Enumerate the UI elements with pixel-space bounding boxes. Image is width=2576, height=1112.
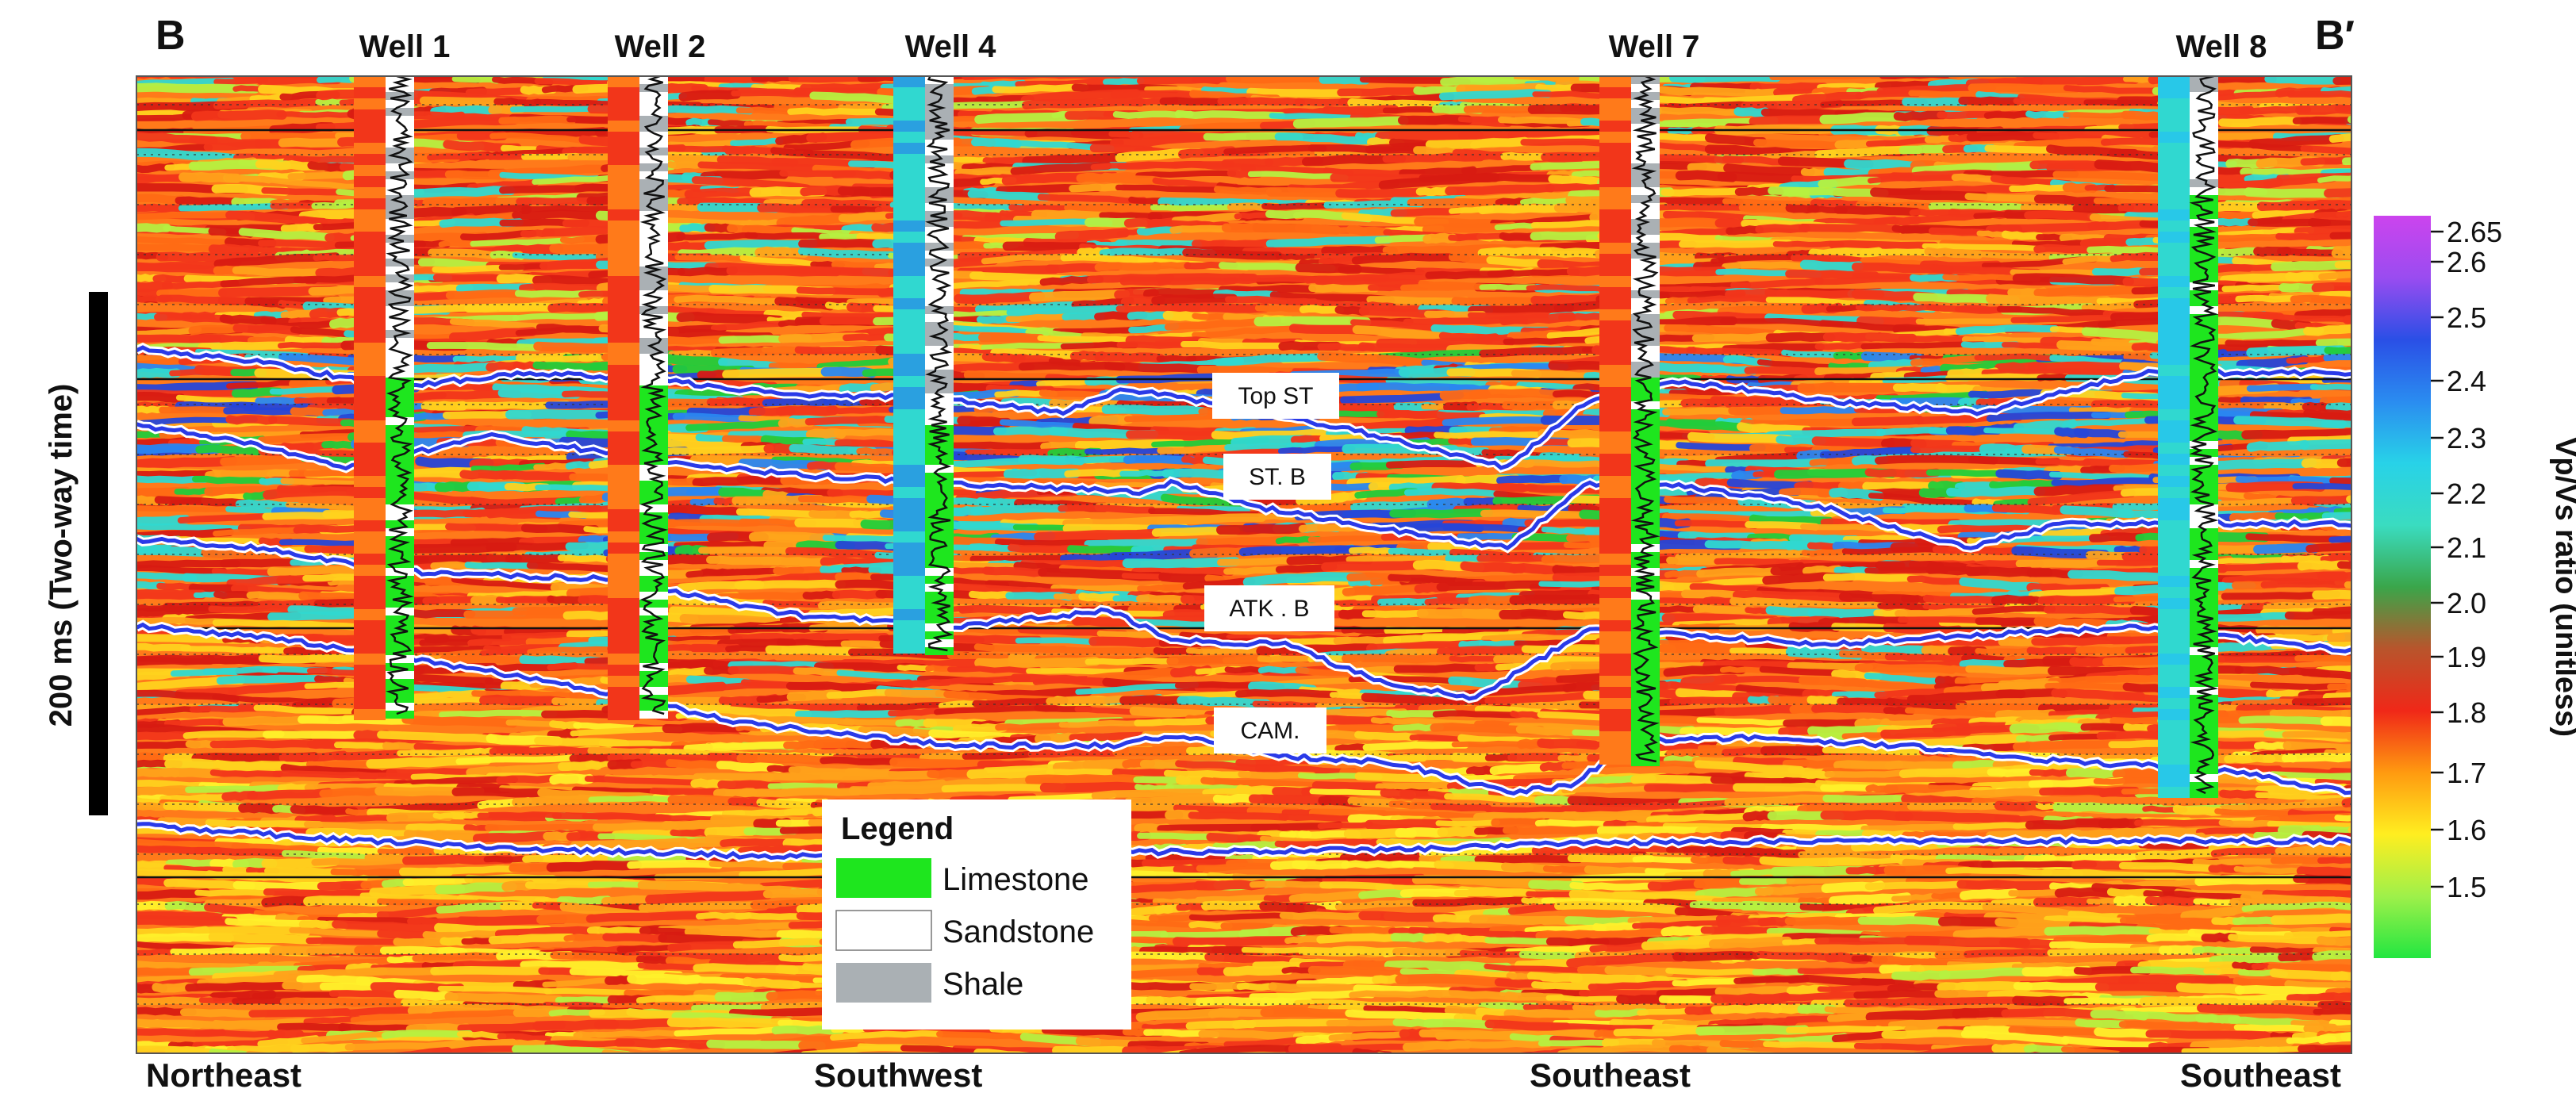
horizon-label-atk-b: ATK . B (1204, 585, 1334, 631)
direction-label-3: Southeast (1530, 1056, 1691, 1094)
time-scale-label: 200 ms (Two-way time) (44, 384, 79, 727)
colorbar-tick-label-4: 2.3 (2447, 422, 2486, 454)
legend-label-limestone: Limestone (942, 862, 1089, 897)
horizon-label-cam: CAM. (1214, 707, 1326, 753)
colorbar-tick-label-5: 2.2 (2447, 477, 2486, 510)
colorbar-tick-label-1: 2.6 (2447, 246, 2486, 278)
legend-label-shale: Shale (942, 967, 1023, 1002)
well-label-2: Well 2 (615, 29, 706, 64)
vpvs-colorbar: 2.652.6 2.5 2.4 2.3 2.2 2.1 2.0 1.9 1.8 1.7 1.6 1.5… (2374, 216, 2576, 958)
seismic-panel (136, 76, 2351, 1053)
colorbar-tick-label-8: 1.9 (2447, 641, 2486, 673)
section-start-label: B (155, 13, 186, 59)
colorbar-title: Vp/Vs ratio (unitless) (2549, 437, 2576, 737)
svg-text:ATK . B: ATK . B (1229, 596, 1309, 622)
section-end-label: B′ (2315, 13, 2355, 59)
well-label-4: Well 4 (905, 29, 997, 64)
horizon-line-1 (136, 422, 2351, 551)
colorbar-tick-label-7: 2.0 (2447, 587, 2486, 619)
well-log-3 (893, 76, 954, 655)
well-label-1: Well 1 (359, 29, 451, 64)
colorbar-tick-label-9: 1.8 (2447, 696, 2486, 729)
well-log-4 (1599, 76, 1660, 766)
colorbar-strip (2374, 216, 2431, 958)
legend-label-sandstone: Sandstone (942, 915, 1094, 949)
colorbar-tick-label-12: 1.5 (2447, 871, 2486, 903)
colorbar-ticks: 2.652.6 2.5 2.4 2.3 2.2 2.1 2.0 1.9 1.8 1.7 1.6 1.5 (2431, 216, 2502, 903)
horizon-line-4 (136, 822, 2351, 861)
panel-border (136, 75, 2352, 1054)
well-log-2 (608, 76, 669, 720)
well-label-7: Well 7 (1609, 29, 1700, 64)
horizon-label-top-st: Top ST (1212, 373, 1339, 419)
well-log-1 (354, 76, 414, 720)
colorbar-tick-label-3: 2.4 (2447, 365, 2486, 397)
legend-swatch-sandstone (835, 910, 932, 951)
colorbar-tick-label-11: 1.6 (2447, 814, 2486, 846)
well-label-8: Well 8 (2176, 29, 2267, 64)
legend-swatch-shale (836, 963, 931, 1003)
svg-text:Top ST: Top ST (1238, 383, 1313, 409)
legend-title: Legend (841, 811, 954, 846)
direction-label-4: Southeast (2180, 1056, 2341, 1094)
horizon-line-2 (136, 536, 2351, 701)
colorbar-tick-label-0: 2.65 (2447, 216, 2502, 248)
direction-label-2: Southwest (814, 1056, 982, 1094)
colorbar-tick-label-10: 1.7 (2447, 757, 2486, 789)
colorbar-tick-label-6: 2.1 (2447, 531, 2486, 564)
svg-text:CAM.: CAM. (1241, 718, 1300, 744)
well-log-5 (2158, 76, 2219, 798)
direction-label-1: Northeast (146, 1056, 301, 1094)
svg-text:ST. B: ST. B (1249, 464, 1306, 490)
time-scale-bar (89, 292, 108, 815)
well-logs (354, 76, 2219, 798)
lithology-legend: Legend Limestone Sandstone Shale (822, 799, 1131, 1030)
legend-swatch-limestone (836, 858, 931, 898)
colorbar-tick-label-2: 2.5 (2447, 301, 2486, 334)
horizon-label-st-b: ST. B (1223, 454, 1331, 500)
